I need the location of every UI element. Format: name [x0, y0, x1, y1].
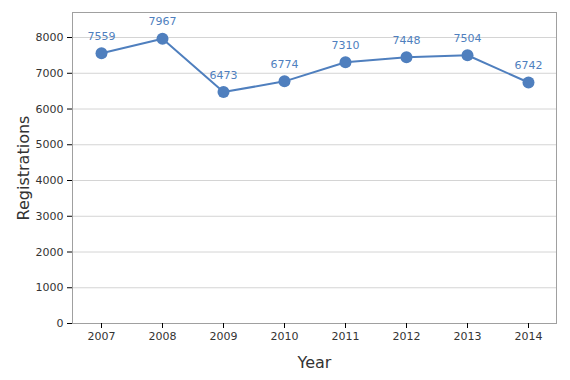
- svg-text:2000: 2000: [36, 246, 64, 259]
- svg-text:7448: 7448: [393, 34, 421, 47]
- svg-text:6473: 6473: [210, 69, 238, 82]
- svg-text:7967: 7967: [149, 15, 177, 28]
- svg-text:1000: 1000: [36, 281, 64, 294]
- svg-text:4000: 4000: [36, 174, 64, 187]
- svg-text:Registrations: Registrations: [14, 116, 33, 221]
- svg-text:3000: 3000: [36, 210, 64, 223]
- svg-text:2011: 2011: [332, 330, 360, 343]
- svg-text:7310: 7310: [332, 39, 360, 52]
- svg-text:7504: 7504: [454, 32, 482, 45]
- svg-text:6742: 6742: [515, 59, 543, 72]
- svg-text:5000: 5000: [36, 138, 64, 151]
- svg-text:7000: 7000: [36, 67, 64, 80]
- svg-text:7559: 7559: [88, 30, 116, 43]
- svg-text:2012: 2012: [393, 330, 421, 343]
- svg-text:2007: 2007: [88, 330, 116, 343]
- svg-text:2014: 2014: [515, 330, 543, 343]
- svg-text:6000: 6000: [36, 103, 64, 116]
- svg-text:6774: 6774: [271, 58, 299, 71]
- svg-text:2009: 2009: [210, 330, 238, 343]
- svg-text:0: 0: [57, 317, 64, 330]
- svg-text:2013: 2013: [454, 330, 482, 343]
- svg-text:Year: Year: [297, 353, 332, 372]
- svg-text:8000: 8000: [36, 31, 64, 44]
- svg-text:2008: 2008: [149, 330, 177, 343]
- svg-text:2010: 2010: [271, 330, 299, 343]
